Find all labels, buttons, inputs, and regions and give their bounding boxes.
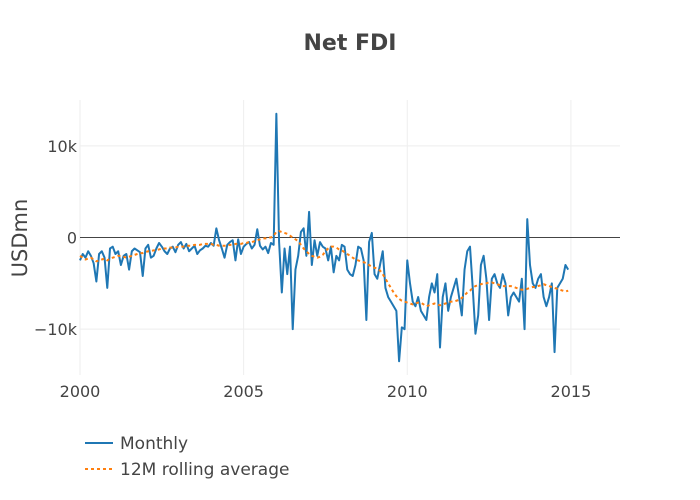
y-axis-ticks: −10k 0 10k (34, 137, 78, 339)
x-tick-label: 2010 (387, 382, 428, 401)
legend-label: 12M rolling average (120, 460, 289, 480)
x-tick-label: 2015 (551, 382, 592, 401)
y-tick-label: 10k (47, 137, 77, 156)
x-tick-label: 2005 (223, 382, 264, 401)
series-rolling-average-line[interactable] (79, 230, 569, 308)
legend[interactable]: Monthly 12M rolling average (85, 434, 289, 480)
legend-item-rolling-average[interactable]: 12M rolling average (85, 460, 289, 480)
y-tick-label: −10k (34, 320, 78, 339)
x-tick-label: 2000 (60, 382, 101, 401)
y-tick-label: 0 (67, 229, 77, 248)
chart-title: Net FDI (304, 31, 397, 56)
series-lines[interactable] (79, 112, 570, 363)
y-axis-label: USDmn (8, 199, 32, 278)
x-axis-ticks: 2000 2005 2010 2015 (60, 382, 592, 401)
legend-item-monthly[interactable]: Monthly (85, 434, 188, 454)
legend-label: Monthly (120, 434, 188, 454)
series-monthly-line[interactable] (79, 112, 570, 363)
